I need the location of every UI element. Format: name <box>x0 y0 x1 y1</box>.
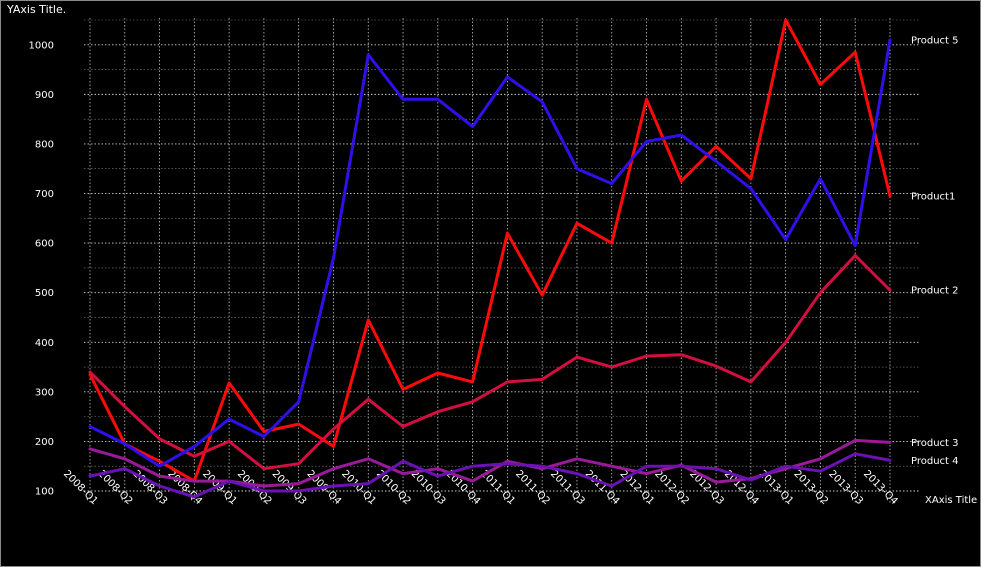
y-tick-label: 1000 <box>29 40 54 51</box>
y-tick-label: 600 <box>35 239 54 250</box>
x-axis-title: XAxis Title <box>925 495 978 506</box>
x-tick-label: 2010-Q1 <box>339 468 378 507</box>
y-tick-label: 100 <box>35 487 54 498</box>
series-line-product-2 <box>88 254 892 471</box>
series-line-product-4 <box>88 452 892 499</box>
y-tick-label: 200 <box>35 437 54 448</box>
x-tick-label: 2011-Q2 <box>513 468 552 507</box>
series-label-product-4: Product 4 <box>911 456 959 467</box>
x-tick-label: 2012-Q3 <box>687 468 726 507</box>
series-label-product1: Product1 <box>911 192 955 203</box>
x-tick-label: 2013-Q2 <box>791 468 830 507</box>
series-label-product-2: Product 2 <box>911 286 959 297</box>
y-tick-label: 500 <box>35 288 54 299</box>
series-label-product-5: Product 5 <box>911 35 959 46</box>
y-tick-label: 800 <box>35 139 54 150</box>
series-label-product-3: Product 3 <box>911 438 959 449</box>
x-tick-label: 2009-Q3 <box>270 468 309 507</box>
x-tick-label: 2009-Q1 <box>200 468 239 507</box>
y-tick-label: 700 <box>35 189 54 200</box>
x-tick-label: 2013-Q3 <box>826 468 865 507</box>
x-tick-label: 2012-Q4 <box>722 468 761 507</box>
y-tick-label: 900 <box>35 90 54 101</box>
y-axis-title: YAxis Title. <box>7 3 67 16</box>
x-tick-label: 2013-Q4 <box>861 468 900 507</box>
x-tick-label: 2012-Q1 <box>618 468 657 507</box>
x-tick-label: 2011-Q4 <box>583 468 622 507</box>
series-line-product1 <box>88 18 892 483</box>
series-line-product-5 <box>88 38 892 468</box>
y-tick-label: 300 <box>35 387 54 398</box>
y-tick-label: 400 <box>35 338 54 349</box>
x-tick-label: 2012-Q2 <box>652 468 691 507</box>
